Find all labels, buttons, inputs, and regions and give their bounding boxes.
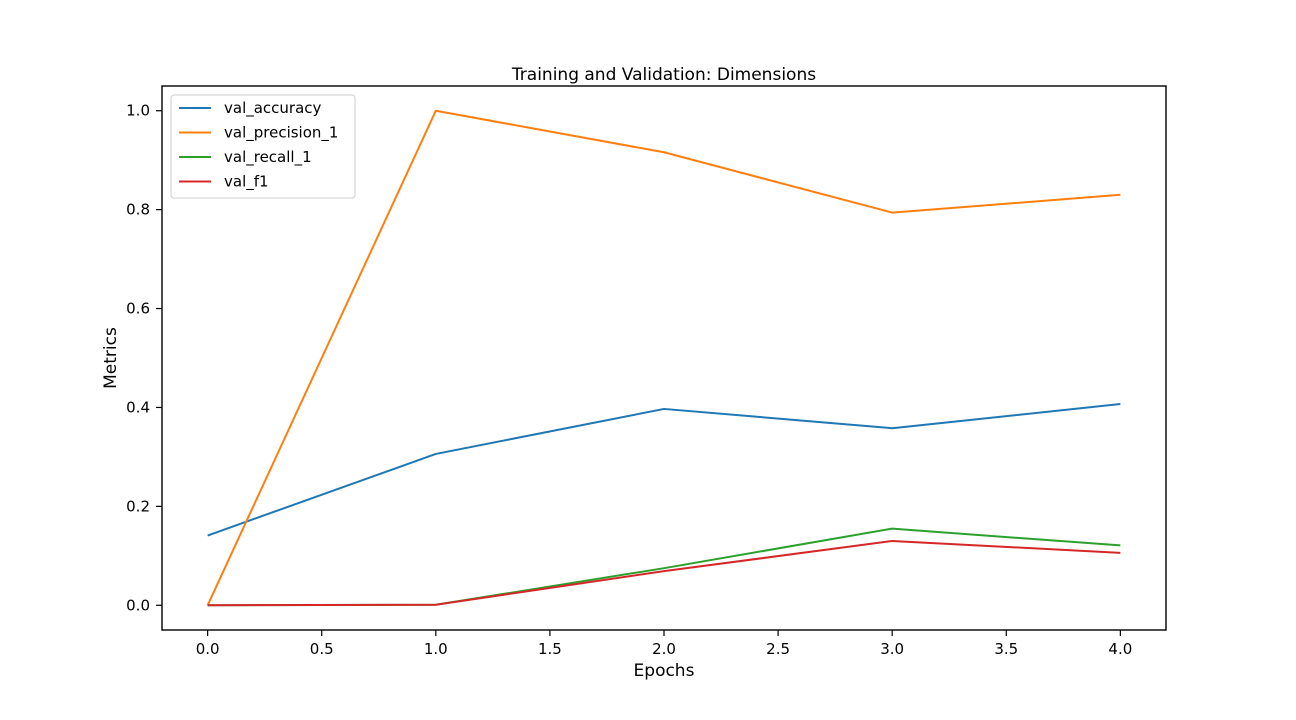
y-tick-label: 1.0: [126, 102, 150, 120]
chart-title: Training and Validation: Dimensions: [511, 65, 816, 85]
x-tick-label: 0.0: [196, 640, 220, 658]
x-tick-label: 0.5: [310, 640, 334, 658]
legend-label: val_f1: [224, 173, 269, 192]
y-tick-label: 0.0: [126, 596, 150, 614]
y-tick-label: 0.8: [126, 201, 150, 219]
legend-box: [170, 94, 356, 199]
series-line-val-recall-1: [207, 527, 1121, 607]
series-line-val-precision-1: [206, 109, 1121, 606]
x-axis-title: Epochs: [634, 661, 695, 681]
x-tick-label: 4.0: [1108, 640, 1132, 658]
x-tick-label: 1.5: [538, 640, 562, 658]
x-tick-label: 2.0: [652, 640, 676, 658]
y-tick-label: 0.4: [126, 398, 150, 416]
x-tick-label: 2.5: [766, 640, 790, 658]
x-tick-label: 3.5: [994, 640, 1018, 658]
axes-layer: 0.0 0.5 1.0 1.5 2.0 2.5 3.0 3.5 4.0 0.0 0.2 0.4 0.6 0…: [126, 85, 1167, 658]
legend: val_accuracy val_precision_1 val_recall_1v…: [170, 94, 356, 199]
x-tick-label: 1.0: [424, 640, 448, 658]
series-layer: [206, 109, 1121, 607]
y-tick-label: 0.6: [126, 300, 150, 318]
series-line-val-f1: [207, 539, 1121, 607]
legend-label: val_accuracy: [224, 99, 322, 118]
y-axis-title: Metrics: [101, 327, 121, 389]
legend-label: val_recall_1: [224, 148, 312, 167]
legend-label: val_precision_1: [224, 124, 338, 143]
x-tick-label: 3.0: [880, 640, 904, 658]
series-line-val-accuracy: [207, 402, 1121, 537]
y-tick-label: 0.2: [126, 497, 150, 515]
